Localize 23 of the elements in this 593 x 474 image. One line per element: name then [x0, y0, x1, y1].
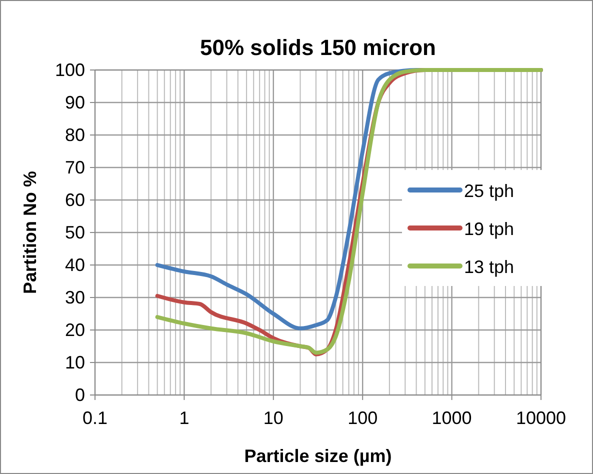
x-tick-label: 1000	[432, 408, 472, 428]
x-tick-label: 100	[348, 408, 378, 428]
y-axis-title: Partition No %	[20, 170, 40, 294]
y-tick-label: 60	[64, 190, 85, 210]
legend-label: 25 tph	[464, 181, 514, 201]
x-tick-label: 10	[263, 408, 284, 428]
x-tick-label: 0.1	[82, 408, 108, 428]
y-tick-label: 40	[64, 255, 85, 275]
y-tick-label: 70	[64, 158, 85, 178]
chart-title: 50% solids 150 micron	[200, 35, 436, 60]
x-axis-title: Particle size (µm)	[244, 446, 392, 466]
y-tick-label: 50	[64, 222, 85, 242]
y-tick-label: 30	[64, 288, 85, 308]
y-tick-label: 100	[54, 60, 85, 80]
x-tick-label: 10000	[516, 408, 566, 428]
legend-label: 13 tph	[464, 257, 514, 277]
y-tick-label: 0	[74, 385, 85, 405]
y-tick-label: 20	[64, 320, 85, 340]
legend-label: 19 tph	[464, 219, 514, 239]
y-tick-label: 10	[64, 352, 85, 372]
x-tick-label: 1	[179, 408, 190, 428]
y-tick-label: 90	[64, 92, 85, 112]
y-tick-label: 80	[64, 125, 85, 145]
